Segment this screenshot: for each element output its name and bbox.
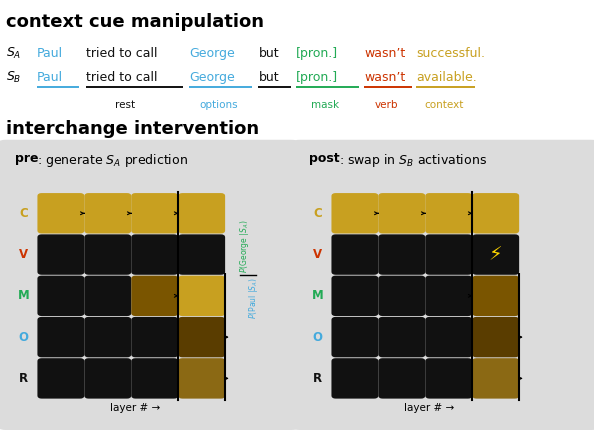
Text: R: R xyxy=(313,372,323,385)
Text: O: O xyxy=(19,331,29,344)
FancyBboxPatch shape xyxy=(425,317,472,357)
FancyBboxPatch shape xyxy=(84,358,131,399)
FancyBboxPatch shape xyxy=(131,358,178,399)
Text: layer # →: layer # → xyxy=(110,403,160,413)
Text: pre: pre xyxy=(15,152,39,165)
FancyBboxPatch shape xyxy=(37,317,84,357)
Text: : swap in $S_B$ activations: : swap in $S_B$ activations xyxy=(339,152,486,169)
Text: O: O xyxy=(313,331,323,344)
FancyBboxPatch shape xyxy=(378,317,425,357)
Text: but: but xyxy=(258,47,279,60)
FancyBboxPatch shape xyxy=(378,234,425,275)
Text: [pron.]: [pron.] xyxy=(296,71,338,84)
Text: : generate $S_A$ prediction: : generate $S_A$ prediction xyxy=(37,152,188,169)
FancyBboxPatch shape xyxy=(37,234,84,275)
Text: interchange intervention: interchange intervention xyxy=(6,120,259,138)
FancyBboxPatch shape xyxy=(84,193,131,233)
FancyBboxPatch shape xyxy=(331,317,378,357)
Text: Paul: Paul xyxy=(37,47,63,60)
Text: $P($Paul $|S_A)$: $P($Paul $|S_A)$ xyxy=(247,277,260,319)
FancyBboxPatch shape xyxy=(178,234,225,275)
FancyBboxPatch shape xyxy=(288,140,594,430)
Text: [pron.]: [pron.] xyxy=(296,47,338,60)
Text: successful.: successful. xyxy=(416,47,485,60)
FancyBboxPatch shape xyxy=(178,358,225,399)
FancyBboxPatch shape xyxy=(472,358,519,399)
Text: tried to call: tried to call xyxy=(86,71,157,84)
Text: Paul: Paul xyxy=(37,71,63,84)
Text: context cue manipulation: context cue manipulation xyxy=(6,13,264,31)
Text: George: George xyxy=(189,71,235,84)
Text: available.: available. xyxy=(416,71,476,84)
Text: $P($George $|S_A)$: $P($George $|S_A)$ xyxy=(238,219,251,273)
Text: C: C xyxy=(20,207,28,220)
FancyBboxPatch shape xyxy=(331,358,378,399)
FancyBboxPatch shape xyxy=(84,276,131,316)
FancyBboxPatch shape xyxy=(331,234,378,275)
FancyBboxPatch shape xyxy=(425,276,472,316)
FancyBboxPatch shape xyxy=(425,358,472,399)
FancyBboxPatch shape xyxy=(472,193,519,233)
Text: mask: mask xyxy=(311,100,340,110)
FancyBboxPatch shape xyxy=(425,193,472,233)
Text: verb: verb xyxy=(374,100,398,110)
Text: V: V xyxy=(19,248,29,261)
FancyBboxPatch shape xyxy=(472,317,519,357)
FancyBboxPatch shape xyxy=(178,193,225,233)
FancyBboxPatch shape xyxy=(378,358,425,399)
FancyBboxPatch shape xyxy=(178,317,225,357)
FancyBboxPatch shape xyxy=(331,276,378,316)
FancyBboxPatch shape xyxy=(0,140,303,430)
Text: C: C xyxy=(314,207,322,220)
FancyBboxPatch shape xyxy=(131,193,178,233)
FancyBboxPatch shape xyxy=(84,317,131,357)
FancyBboxPatch shape xyxy=(84,234,131,275)
Text: $S_B$: $S_B$ xyxy=(6,70,21,85)
Text: post: post xyxy=(309,152,340,165)
Text: tried to call: tried to call xyxy=(86,47,157,60)
Text: wasn’t: wasn’t xyxy=(364,47,405,60)
Text: George: George xyxy=(189,47,235,60)
FancyBboxPatch shape xyxy=(425,234,472,275)
FancyBboxPatch shape xyxy=(131,276,178,316)
Text: M: M xyxy=(18,289,30,302)
Text: options: options xyxy=(199,100,238,110)
Text: M: M xyxy=(312,289,324,302)
Text: V: V xyxy=(313,248,323,261)
FancyBboxPatch shape xyxy=(178,276,225,316)
FancyBboxPatch shape xyxy=(472,234,519,275)
FancyBboxPatch shape xyxy=(37,276,84,316)
FancyBboxPatch shape xyxy=(472,276,519,316)
FancyBboxPatch shape xyxy=(378,276,425,316)
Text: R: R xyxy=(19,372,29,385)
Text: context: context xyxy=(425,100,464,110)
FancyBboxPatch shape xyxy=(331,193,378,233)
FancyBboxPatch shape xyxy=(37,358,84,399)
FancyBboxPatch shape xyxy=(131,317,178,357)
Text: wasn’t: wasn’t xyxy=(364,71,405,84)
Text: ⚡: ⚡ xyxy=(489,245,503,264)
FancyBboxPatch shape xyxy=(131,234,178,275)
Text: layer # →: layer # → xyxy=(405,403,454,413)
Text: rest: rest xyxy=(115,100,135,110)
FancyBboxPatch shape xyxy=(378,193,425,233)
Text: but: but xyxy=(258,71,279,84)
FancyBboxPatch shape xyxy=(37,193,84,233)
Text: $S_A$: $S_A$ xyxy=(6,46,21,61)
